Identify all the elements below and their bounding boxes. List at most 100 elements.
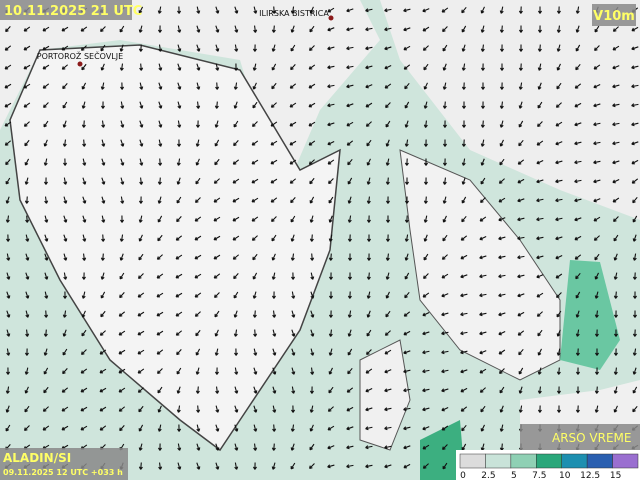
wind-arrow	[404, 291, 410, 299]
wind-arrow	[327, 46, 335, 51]
wind-arrow	[403, 407, 411, 412]
wind-arrow	[291, 310, 296, 318]
wind-arrow	[594, 291, 599, 299]
wind-arrow	[461, 6, 467, 14]
wind-arrow	[253, 386, 258, 394]
wind-arrow	[498, 178, 505, 184]
wind-arrow	[384, 445, 392, 450]
wind-arrow	[328, 196, 334, 204]
wind-arrow	[385, 139, 390, 147]
wind-arrow	[100, 44, 106, 52]
wind-arrow	[422, 463, 429, 469]
wind-arrow	[613, 310, 618, 318]
wind-arrow	[215, 82, 220, 90]
wind-arrow	[232, 216, 240, 222]
wind-arrow	[43, 139, 48, 147]
wind-arrow	[43, 329, 48, 337]
wind-arrow	[479, 255, 487, 260]
wind-arrow	[213, 273, 221, 279]
wind-arrow	[196, 101, 201, 109]
wind-arrow	[556, 82, 562, 90]
wind-arrow	[423, 158, 429, 166]
wind-arrow	[101, 177, 106, 185]
wind-arrow	[251, 197, 259, 203]
wind-arrow	[176, 405, 181, 413]
wind-arrow	[291, 367, 296, 375]
wind-arrow	[403, 426, 411, 431]
wind-arrow	[272, 424, 277, 432]
legend-label: 2.5	[481, 471, 495, 480]
wind-arrow	[537, 6, 543, 14]
legend-swatch	[485, 453, 512, 469]
wind-arrow	[422, 45, 429, 51]
wind-arrow	[480, 6, 485, 14]
wind-arrow	[613, 272, 618, 280]
wind-arrow	[251, 121, 258, 128]
wind-arrow	[289, 178, 297, 184]
wind-arrow	[632, 329, 637, 337]
wind-arrow	[23, 26, 31, 32]
wind-arrow	[233, 291, 239, 299]
wind-arrow	[158, 44, 163, 52]
wind-arrow	[574, 217, 582, 222]
wind-arrow	[62, 139, 67, 147]
wind-arrow	[556, 6, 561, 14]
wind-arrow	[404, 272, 410, 280]
wind-arrow	[6, 367, 11, 375]
wind-arrow	[593, 198, 601, 203]
wind-arrow	[234, 443, 239, 451]
wind-arrow	[518, 101, 523, 109]
wind-arrow	[24, 196, 29, 204]
wind-arrow	[347, 272, 353, 280]
wind-arrow	[101, 196, 106, 204]
wind-arrow	[232, 178, 240, 184]
wind-arrow	[157, 405, 162, 413]
wind-arrow	[5, 424, 11, 432]
wind-arrow	[423, 273, 429, 280]
wind-arrow	[632, 367, 637, 375]
wind-arrow	[195, 348, 201, 356]
wind-arrow	[253, 367, 258, 375]
wind-arrow	[232, 197, 240, 203]
wind-arrow	[309, 405, 314, 413]
wind-arrow	[403, 64, 411, 70]
wind-arrow	[157, 386, 163, 394]
wind-arrow	[366, 349, 372, 356]
wind-arrow	[499, 82, 504, 90]
wind-arrow	[43, 120, 49, 128]
wind-arrow	[632, 253, 637, 261]
wind-arrow	[61, 45, 69, 51]
wind-arrow	[290, 25, 295, 33]
wind-arrow	[441, 293, 449, 298]
wind-arrow	[517, 217, 525, 222]
wind-arrow	[42, 425, 50, 431]
wind-arrow	[272, 329, 277, 337]
wind-arrow	[365, 121, 372, 127]
wind-arrow	[575, 291, 581, 299]
legend-swatch	[586, 453, 613, 469]
wind-arrow	[384, 330, 391, 336]
wind-arrow	[251, 235, 258, 241]
wind-arrow	[5, 177, 11, 185]
wind-arrow	[518, 348, 524, 356]
wind-arrow	[442, 177, 447, 185]
wind-arrow	[327, 122, 335, 127]
wind-arrow	[403, 330, 411, 336]
wind-arrow	[480, 424, 486, 432]
wind-arrow	[328, 291, 334, 299]
wind-arrow	[594, 272, 600, 280]
wind-arrow	[556, 367, 561, 375]
wind-arrow	[137, 330, 145, 336]
wind-arrow	[518, 405, 523, 413]
wind-arrow	[23, 64, 31, 70]
legend-label: 10	[559, 471, 571, 480]
wind-arrow	[536, 311, 543, 317]
wind-arrow	[5, 386, 10, 394]
wind-arrow	[271, 234, 277, 242]
wind-arrow	[138, 196, 143, 204]
wind-arrow	[517, 255, 525, 260]
wind-arrow	[61, 406, 69, 412]
wind-arrow	[214, 310, 220, 318]
wind-arrow	[480, 63, 485, 71]
wind-arrow	[139, 177, 144, 185]
